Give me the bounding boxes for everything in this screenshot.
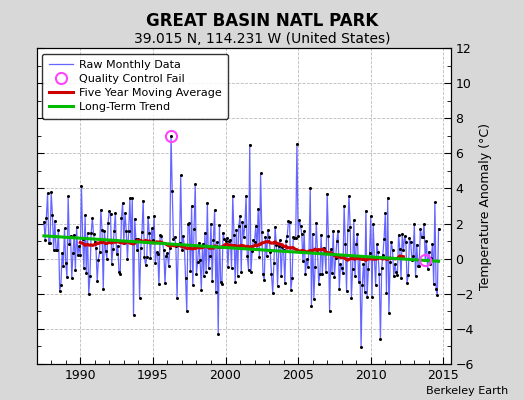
Line: Quality Control Fail: Quality Control Fail: [166, 130, 431, 266]
Raw Monthly Data: [168, 133, 174, 138]
Five Year Moving Average: [143, 238, 149, 243]
Text: Berkeley Earth: Berkeley Earth: [426, 386, 508, 396]
Five Year Moving Average: [249, 245, 255, 250]
Raw Monthly Data: [78, 184, 84, 189]
Raw Monthly Data: [41, 220, 47, 224]
Raw Monthly Data: [245, 268, 252, 273]
Five Year Moving Average: [77, 240, 83, 245]
Five Year Moving Average: [340, 255, 346, 260]
Quality Control Fail: [168, 133, 174, 138]
Raw Monthly Data: [133, 237, 139, 242]
Text: 39.015 N, 114.231 W (United States): 39.015 N, 114.231 W (United States): [134, 32, 390, 46]
Five Year Moving Average: [155, 240, 161, 244]
Raw Monthly Data: [121, 241, 127, 246]
Raw Monthly Data: [364, 294, 370, 299]
Five Year Moving Average: [276, 242, 282, 246]
Line: Five Year Moving Average: Five Year Moving Average: [80, 240, 403, 260]
Legend: Raw Monthly Data, Quality Control Fail, Five Year Moving Average, Long-Term Tren: Raw Monthly Data, Quality Control Fail, …: [42, 54, 228, 118]
Text: GREAT BASIN NATL PARK: GREAT BASIN NATL PARK: [146, 12, 378, 30]
Five Year Moving Average: [363, 258, 369, 263]
Line: Raw Monthly Data: Raw Monthly Data: [44, 136, 439, 347]
Five Year Moving Average: [187, 246, 193, 251]
Raw Monthly Data: [358, 345, 364, 350]
Raw Monthly Data: [435, 226, 442, 231]
Five Year Moving Average: [104, 241, 110, 246]
Y-axis label: Temperature Anomaly (°C): Temperature Anomaly (°C): [479, 122, 493, 290]
Five Year Moving Average: [400, 254, 407, 259]
Quality Control Fail: [422, 258, 428, 262]
Raw Monthly Data: [318, 232, 324, 237]
